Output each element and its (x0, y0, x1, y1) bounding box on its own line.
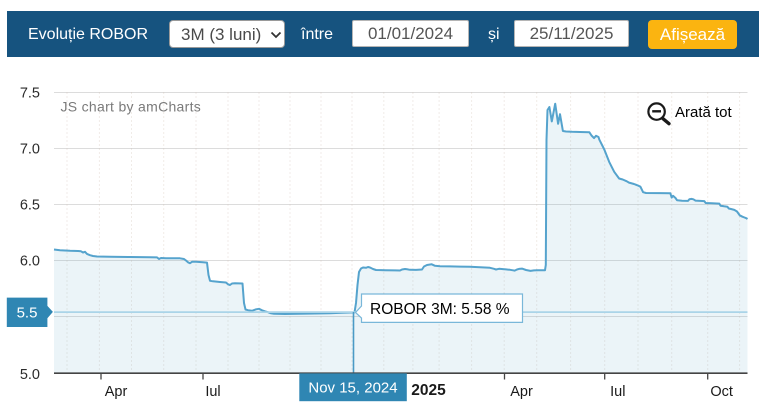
svg-text:JS chart by amCharts: JS chart by amCharts (61, 99, 202, 115)
svg-text:Iul: Iul (610, 384, 625, 400)
svg-text:6.5: 6.5 (20, 197, 40, 213)
svg-text:Iul: Iul (205, 384, 220, 400)
svg-text:Arată tot: Arată tot (675, 104, 733, 121)
svg-text:7.0: 7.0 (20, 141, 40, 157)
svg-text:5.5: 5.5 (17, 305, 38, 322)
svg-text:7.5: 7.5 (20, 85, 40, 101)
svg-text:Apr: Apr (510, 384, 533, 400)
svg-text:Nov 15, 2024: Nov 15, 2024 (308, 380, 397, 397)
svg-text:Apr: Apr (105, 384, 128, 400)
svg-text:2025: 2025 (411, 382, 446, 399)
svg-text:5.0: 5.0 (20, 367, 40, 383)
svg-text:ROBOR 3M: 5.58 %: ROBOR 3M: 5.58 % (370, 301, 510, 318)
svg-text:Oct: Oct (710, 384, 733, 400)
svg-text:6.0: 6.0 (20, 253, 40, 269)
